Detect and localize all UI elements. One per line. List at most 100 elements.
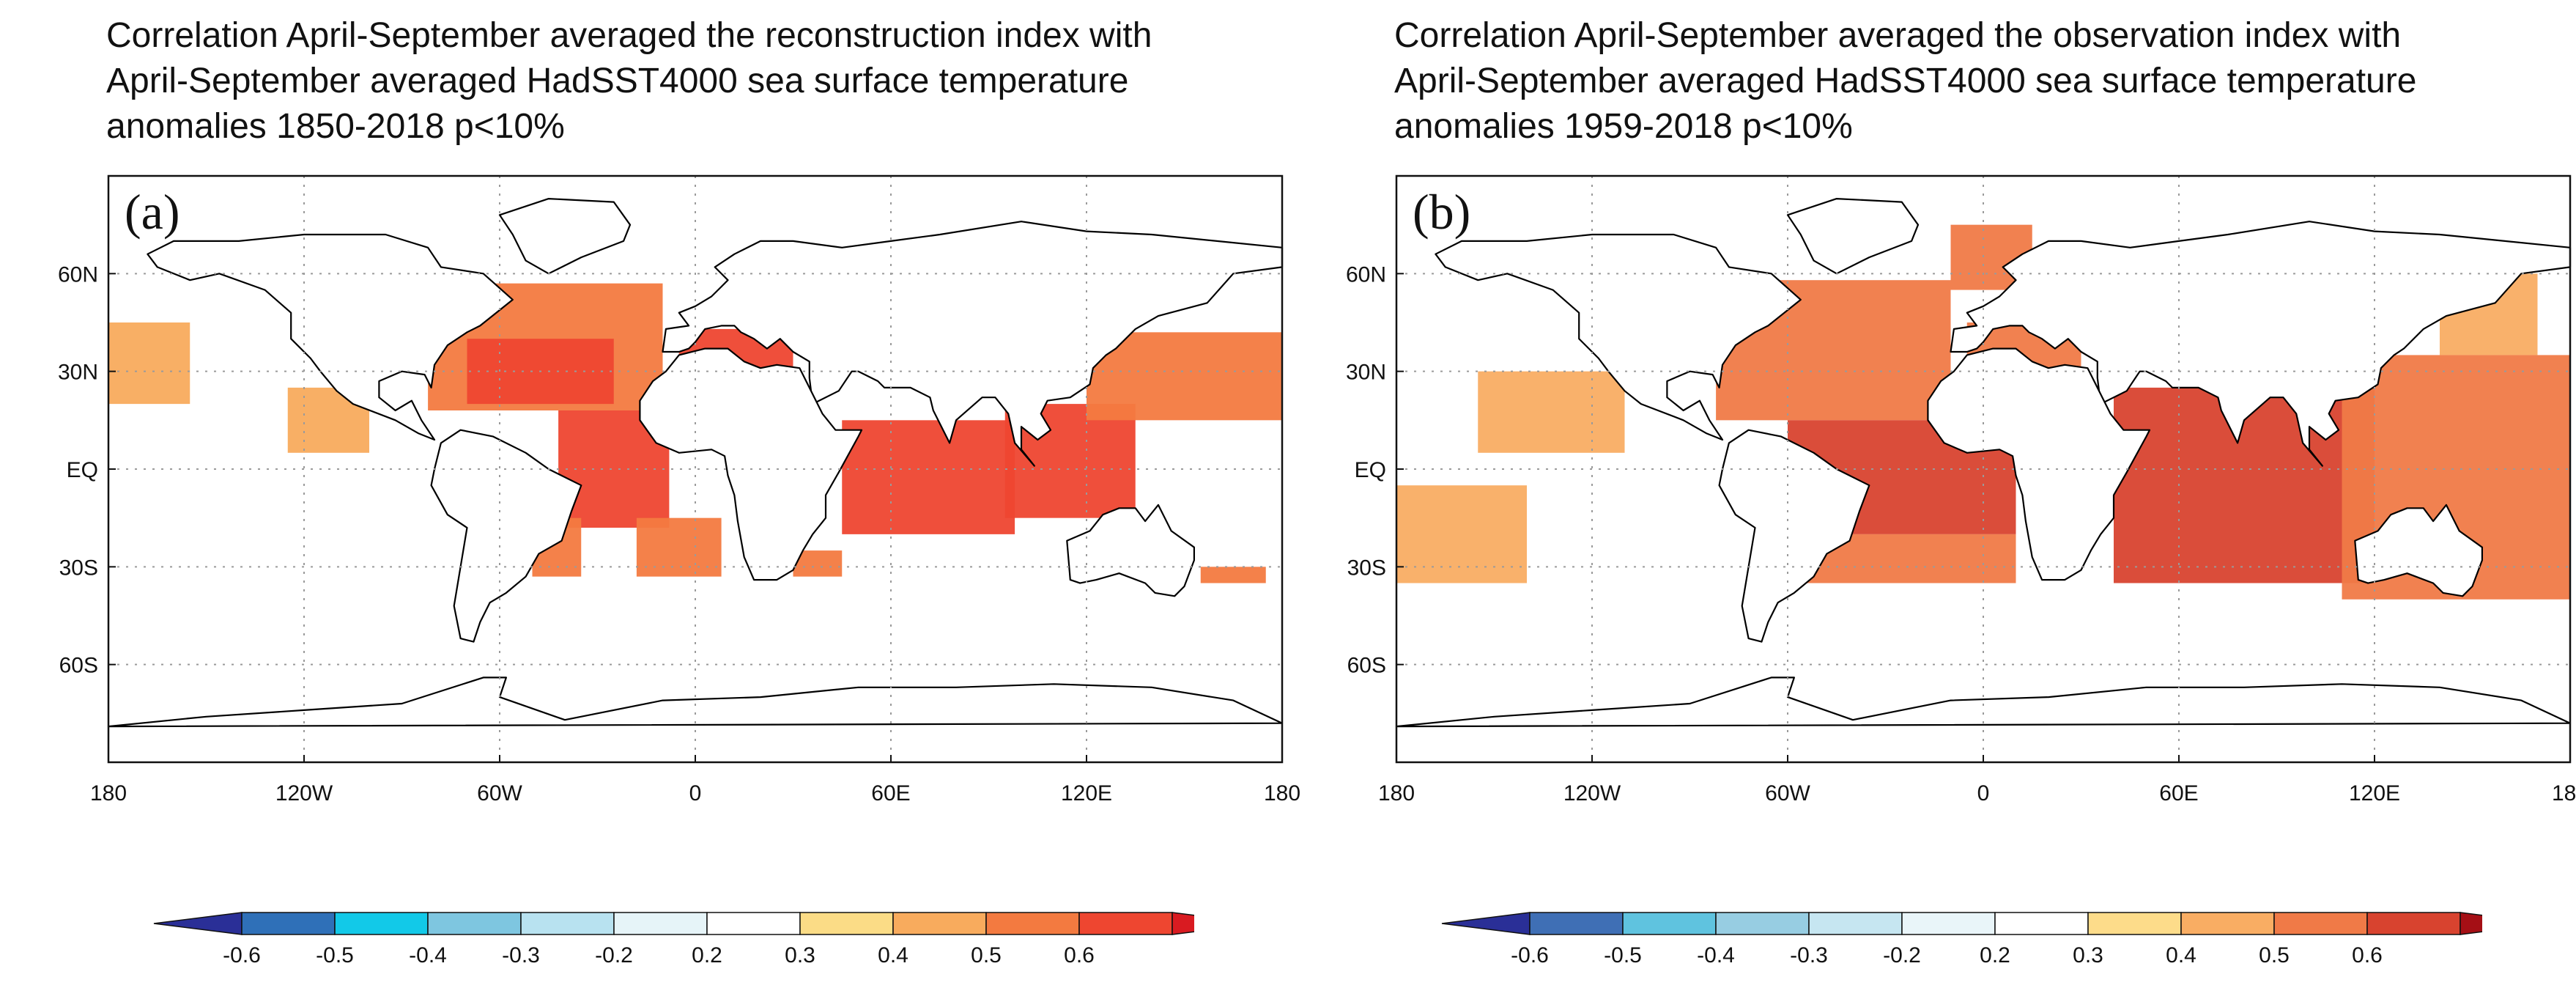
colorbar-bin [2087,912,2182,935]
colorbar-bin [427,912,522,935]
colorbar-label: -0.4 [1697,943,1735,967]
title-line: April-September averaged HadSST4000 sea … [1394,62,2417,100]
colorbar-label: -0.2 [1883,943,1921,967]
coastline-greenland [498,198,632,275]
colorbar-bin [1901,912,1996,935]
coastline-south-america [1718,429,1870,643]
colorbar-label: 0.3 [2073,943,2103,967]
chart-title: Correlation April-September averaged the… [1394,13,2566,150]
colorbar-bin [1715,912,1810,935]
map-svg: 180 120W 60W 0 60E 120E 180 60N 30N EQ 30S 60S (a) [58,174,1300,805]
colorbar-extend-right [2460,912,2549,935]
colorbar-bin [1994,912,2089,935]
map-plot: 180 120W 60W 0 60E 120E 180 60N 30N EQ 30S 60S (b) [1346,165,2576,898]
colorbar-bin [1078,912,1173,935]
coastline-antarctica [107,677,1284,728]
colorbar-label: 0.4 [878,943,908,967]
map-layer: 180 120W 60W 0 60E 120E 180 60N 30N EQ 30S 60S (a) [58,174,1300,805]
coastline-south-america [430,429,582,643]
colorbar-label: -0.2 [595,943,633,967]
x-tick-label: 180 [1378,781,1415,805]
map-svg: 180 120W 60W 0 60E 120E 180 60N 30N EQ 30S 60S (b) [1346,174,2576,805]
correlation-region [1200,567,1266,583]
correlation-region [1478,371,1625,453]
colorbar-bin [985,912,1080,935]
colorbar-svg: -0.6 -0.5 -0.4 -0.3 -0.2 0.2 0.3 0.4 0.5 0.6 [153,912,1261,967]
colorbar-label: 0.6 [2352,943,2383,967]
title-line: Correlation April-September averaged the… [1394,16,2402,55]
x-tick-label: 120W [1563,781,1621,805]
colorbar: -0.6 -0.5 -0.4 -0.3 -0.2 0.2 0.3 0.4 0.5 0.6 [139,905,1261,975]
title-line: anomalies 1959-2018 p<10% [1394,107,1853,146]
colorbar-bin [241,912,336,935]
x-tick-label: 0 [689,781,702,805]
x-tick-label: 180 [90,781,127,805]
colorbar-bin [613,912,708,935]
y-tick-label: 30N [1346,361,1386,385]
y-tick-label: 30S [1347,556,1386,580]
colorbar-label: -0.3 [1790,943,1828,967]
colorbar-bin [2180,912,2275,935]
y-tick-label: 60S [59,654,98,678]
y-tick-label: 30S [59,556,98,580]
colorbar-bin [1622,912,1717,935]
y-tick-label: 60N [1346,262,1386,287]
colorbar-extend-right [1172,912,1261,935]
colorbar-label: 0.4 [2166,943,2196,967]
coastline-greenland [1786,198,1920,275]
panel-label: (a) [125,184,179,240]
y-tick-label: EQ [67,458,98,482]
panel-b: Correlation April-September averaged the… [1288,0,2576,988]
chart-title: Correlation April-September averaged the… [106,13,1278,150]
colorbar-bin [799,912,894,935]
correlation-region [1396,485,1527,583]
x-tick-label: 120W [275,781,333,805]
colorbar-extend-left [1441,912,1531,935]
x-tick-label: 180 [2552,781,2576,805]
title-line: April-September averaged HadSST4000 sea … [106,62,1129,100]
colorbar-bin [706,912,801,935]
y-tick-label: 60N [58,262,98,287]
colorbar-label: -0.5 [316,943,354,967]
colorbar-label: -0.4 [409,943,447,967]
colorbar-bin [2366,912,2461,935]
x-tick-label: 60W [1765,781,1810,805]
x-tick-label: 120E [2349,781,2400,805]
coastline-australia [2354,504,2484,597]
colorbar-label: 0.5 [971,943,1002,967]
colorbar: -0.6 -0.5 -0.4 -0.3 -0.2 0.2 0.3 0.4 0.5 0.6 [1427,905,2549,975]
colorbar-svg: -0.6 -0.5 -0.4 -0.3 -0.2 0.2 0.3 0.4 0.5 0.6 [1441,912,2549,967]
colorbar-layer: -0.6 -0.5 -0.4 -0.3 -0.2 0.2 0.3 0.4 0.5 0.6 [153,912,1261,967]
colorbar-bin [2273,912,2368,935]
x-tick-label: 0 [1977,781,1990,805]
y-tick-label: 60S [1347,654,1386,678]
colorbar-layer: -0.6 -0.5 -0.4 -0.3 -0.2 0.2 0.3 0.4 0.5 0.6 [1441,912,2549,967]
colorbar-bin [334,912,429,935]
x-tick-label: 120E [1061,781,1112,805]
colorbar-label: 0.2 [692,943,722,967]
x-tick-label: 60E [871,781,910,805]
coastline-eurasia [1950,221,2572,467]
colorbar-bin [1808,912,1903,935]
colorbar-extend-left [153,912,243,935]
colorbar-bin [892,912,987,935]
x-tick-label: 60E [2159,781,2198,805]
map-layer: 180 120W 60W 0 60E 120E 180 60N 30N EQ 30S 60S (b) [1346,174,2576,805]
coastline-australia [1066,504,1196,597]
colorbar-bin [1529,912,1624,935]
colorbar-label: -0.6 [223,943,261,967]
correlation-region [1087,332,1282,421]
colorbar-label: -0.6 [1511,943,1549,967]
panel-label: (b) [1413,184,1470,240]
colorbar-label: 0.3 [785,943,815,967]
map-plot: 180 120W 60W 0 60E 120E 180 60N 30N EQ 30S 60S (a) [58,165,1300,898]
colorbar-label: 0.5 [2259,943,2290,967]
colorbar-label: -0.5 [1604,943,1642,967]
y-tick-label: 30N [58,361,98,385]
title-line: Correlation April-September averaged the… [106,16,1152,55]
x-tick-label: 60W [477,781,522,805]
colorbar-bin [520,912,615,935]
coastline-north-america [1435,233,1802,441]
panel-a: Correlation April-September averaged the… [58,13,1300,975]
colorbar-label: 0.2 [1980,943,2010,967]
